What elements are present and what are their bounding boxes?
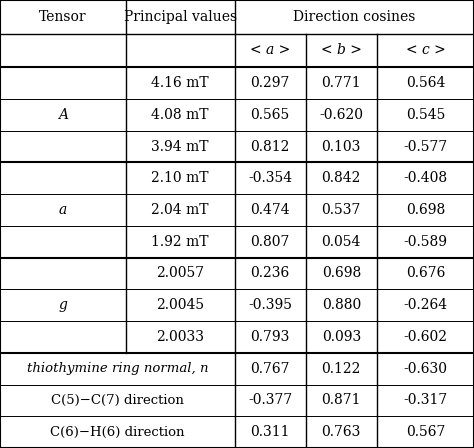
Text: -0.630: -0.630: [403, 362, 447, 376]
Text: 0.698: 0.698: [406, 203, 445, 217]
Text: -0.264: -0.264: [403, 298, 447, 312]
Text: 0.311: 0.311: [250, 425, 290, 439]
Text: 0.567: 0.567: [406, 425, 445, 439]
Text: 4.16 mT: 4.16 mT: [151, 76, 209, 90]
Text: 0.054: 0.054: [321, 235, 361, 249]
Text: 0.565: 0.565: [251, 108, 290, 122]
Text: 2.0033: 2.0033: [156, 330, 204, 344]
Text: 0.771: 0.771: [321, 76, 361, 90]
Text: 2.0045: 2.0045: [156, 298, 204, 312]
Text: C(6)−H(6) direction: C(6)−H(6) direction: [50, 426, 184, 439]
Text: < a >: < a >: [250, 43, 290, 57]
Text: 0.122: 0.122: [321, 362, 361, 376]
Text: 0.842: 0.842: [321, 171, 361, 185]
Text: < b >: < b >: [321, 43, 362, 57]
Text: 0.564: 0.564: [406, 76, 445, 90]
Text: 0.537: 0.537: [321, 203, 361, 217]
Text: 0.812: 0.812: [250, 139, 290, 154]
Text: 0.793: 0.793: [250, 330, 290, 344]
Text: 2.10 mT: 2.10 mT: [151, 171, 209, 185]
Text: < c >: < c >: [406, 43, 445, 57]
Text: 0.871: 0.871: [321, 393, 361, 407]
Text: 0.880: 0.880: [322, 298, 361, 312]
Text: A: A: [58, 108, 68, 122]
Text: 0.698: 0.698: [322, 267, 361, 280]
Text: -0.377: -0.377: [248, 393, 292, 407]
Text: 0.763: 0.763: [321, 425, 361, 439]
Text: 0.297: 0.297: [250, 76, 290, 90]
Text: 0.545: 0.545: [406, 108, 445, 122]
Text: Tensor: Tensor: [39, 10, 87, 24]
Text: -0.602: -0.602: [403, 330, 447, 344]
Text: 0.474: 0.474: [250, 203, 290, 217]
Text: -0.317: -0.317: [403, 393, 447, 407]
Text: C(5)−C(7) direction: C(5)−C(7) direction: [51, 394, 184, 407]
Text: thiothymine ring normal, n: thiothymine ring normal, n: [27, 362, 208, 375]
Text: 1.92 mT: 1.92 mT: [151, 235, 209, 249]
Text: 4.08 mT: 4.08 mT: [151, 108, 209, 122]
Text: 0.103: 0.103: [321, 139, 361, 154]
Text: -0.354: -0.354: [248, 171, 292, 185]
Text: -0.577: -0.577: [403, 139, 447, 154]
Text: Principal values: Principal values: [124, 10, 237, 24]
Text: Direction cosines: Direction cosines: [293, 10, 416, 24]
Text: -0.589: -0.589: [403, 235, 447, 249]
Text: 0.767: 0.767: [250, 362, 290, 376]
Text: g: g: [58, 298, 67, 312]
Text: 0.093: 0.093: [322, 330, 361, 344]
Text: -0.408: -0.408: [403, 171, 447, 185]
Text: -0.620: -0.620: [319, 108, 363, 122]
Text: 0.676: 0.676: [406, 267, 445, 280]
Text: a: a: [59, 203, 67, 217]
Text: 3.94 mT: 3.94 mT: [151, 139, 209, 154]
Text: 2.04 mT: 2.04 mT: [151, 203, 209, 217]
Text: -0.395: -0.395: [248, 298, 292, 312]
Text: 2.0057: 2.0057: [156, 267, 204, 280]
Text: 0.807: 0.807: [250, 235, 290, 249]
Text: 0.236: 0.236: [251, 267, 290, 280]
